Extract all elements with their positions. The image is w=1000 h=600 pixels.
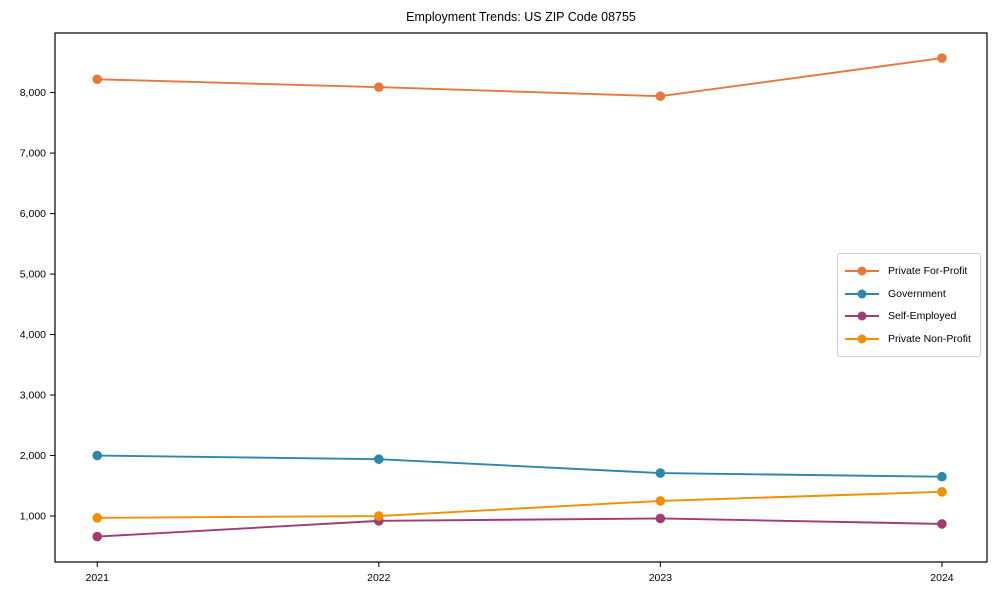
line-marker-swatch-icon (845, 288, 879, 299)
data-point-marker (92, 513, 103, 523)
y-axis-tick-label: 2,000 (20, 450, 46, 462)
x-axis-tick-label: 2023 (649, 572, 673, 584)
data-point-marker (92, 531, 103, 542)
y-axis-tick-label: 3,000 (20, 390, 46, 402)
x-axis-tick-label: 2022 (367, 572, 391, 584)
y-axis-tick-label: 4,000 (20, 329, 46, 341)
legend-label: Private For-Profit (888, 265, 968, 278)
y-axis-tick-label: 7,000 (20, 148, 46, 160)
data-point-marker (937, 487, 947, 497)
line-marker-swatch-icon (845, 311, 879, 322)
x-axis-tick-label: 2024 (930, 572, 954, 584)
data-point-marker (937, 471, 947, 482)
data-point-marker (92, 74, 103, 85)
line-marker-swatch-icon (845, 333, 879, 344)
y-axis-tick-label: 1,000 (20, 511, 46, 523)
data-point-marker (374, 82, 384, 92)
data-point-marker (655, 513, 666, 524)
y-axis-tick-label: 5,000 (20, 269, 46, 281)
series-line (97, 57, 943, 98)
legend-item-private-non-profit: Private Non-Profit (845, 328, 972, 351)
chart-title: Employment Trends: US ZIP Code 08755 (406, 10, 636, 24)
x-axis-tick-label: 2021 (86, 572, 110, 584)
data-point-marker (374, 454, 384, 464)
y-axis-tick-label: 8,000 (20, 87, 46, 99)
data-point-marker (374, 511, 384, 521)
legend-item-government: Government (845, 283, 972, 306)
series-line (97, 517, 942, 538)
legend-label: Private Non-Profit (888, 332, 971, 345)
data-point-marker (655, 91, 666, 102)
data-point-marker (937, 519, 947, 529)
legend-item-self-employed: Self-Employed (845, 305, 972, 328)
data-point-marker (655, 468, 666, 478)
legend-item-private-for-profit: Private For-Profit (845, 260, 972, 283)
y-axis-tick-label: 6,000 (20, 208, 46, 220)
legend-label: Government (888, 287, 946, 300)
series-line (97, 490, 942, 519)
chart-legend: Private For-Profit Government Self-Emplo… (837, 253, 981, 357)
line-marker-swatch-icon (845, 266, 879, 277)
series-line (97, 454, 942, 478)
legend-label: Self-Employed (888, 310, 957, 323)
data-point-marker (655, 496, 666, 506)
data-point-marker (937, 53, 947, 63)
data-point-marker (92, 450, 103, 461)
axes-frame (54, 32, 988, 563)
